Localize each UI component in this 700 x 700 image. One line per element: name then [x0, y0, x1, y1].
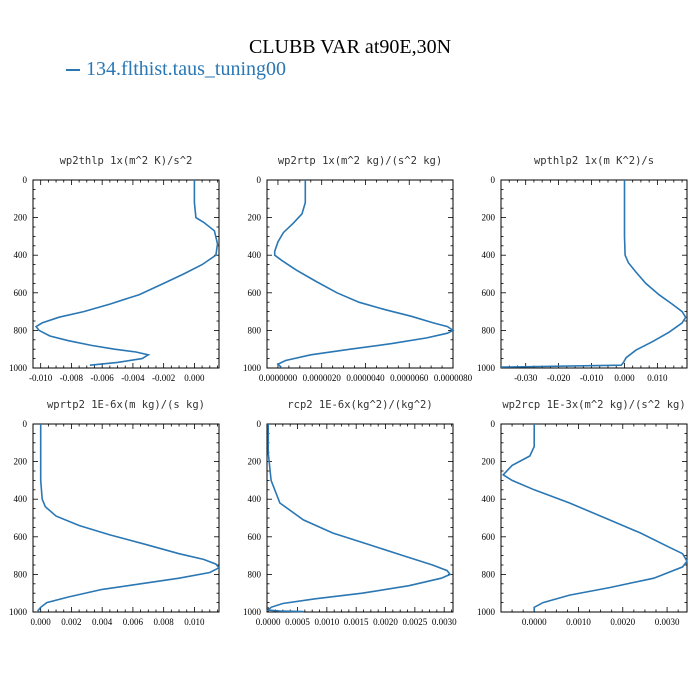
panel-title: wp2thlp 1x(m^2 K)/s^2	[60, 155, 193, 167]
x-tick-label: -0.030	[514, 373, 538, 383]
y-tick-label: 600	[248, 288, 262, 298]
plot-frame	[500, 179, 688, 369]
y-tick-label: 0	[23, 175, 28, 185]
x-tick-label: -0.010	[29, 373, 53, 383]
plot-frame	[266, 423, 454, 613]
series-line	[36, 424, 221, 612]
x-tick-label: 0.0000040	[346, 373, 385, 383]
y-tick-label: 800	[14, 569, 28, 579]
x-tick-label: 0.010	[184, 617, 205, 627]
plot-frame	[32, 179, 220, 369]
x-tick-label: 0.004	[92, 617, 113, 627]
y-tick-label: 400	[14, 494, 28, 504]
x-tick-label: -0.004	[121, 373, 145, 383]
chart-panel-3: wpthlp2 1x(m K^2)/s 0 200 400 600 800 1000 -0.0…	[477, 155, 688, 383]
y-tick-label: 600	[14, 532, 28, 542]
x-tick-label: 0.0000	[522, 617, 547, 627]
y-tick-label: 400	[248, 250, 262, 260]
y-tick-label: 800	[14, 325, 28, 335]
y-tick-label: 200	[14, 457, 28, 467]
y-tick-label: 800	[482, 569, 496, 579]
series-line	[501, 424, 688, 612]
x-tick-label: -0.020	[547, 373, 571, 383]
y-tick-label: 200	[482, 457, 496, 467]
y-tick-label: 0	[23, 419, 28, 429]
series-line	[500, 180, 687, 368]
chart-panel-6: wp2rcp 1E-3x(m^2 kg)/(s^2 kg) 0 200 400 600 8…	[477, 399, 688, 627]
y-tick-label: 400	[248, 494, 262, 504]
x-tick-label: 0.0030	[432, 617, 457, 627]
x-tick-label: 0.0020	[610, 617, 635, 627]
series-line	[266, 424, 452, 613]
series-line	[34, 180, 219, 366]
legend-line-swatch	[66, 68, 80, 71]
y-tick-label: 400	[482, 250, 496, 260]
x-tick-label: 0.0000080	[434, 373, 473, 383]
x-tick-label: 0.006	[123, 617, 144, 627]
x-tick-label: 0.0000060	[390, 373, 429, 383]
series-line	[273, 180, 455, 368]
x-tick-label: 0.0030	[655, 617, 680, 627]
x-tick-label: -0.002	[152, 373, 175, 383]
y-tick-label: 800	[248, 325, 262, 335]
x-tick-label: 0.0000	[256, 617, 281, 627]
y-tick-label: 0	[491, 419, 496, 429]
y-tick-label: 600	[482, 532, 496, 542]
y-tick-label: 600	[14, 288, 28, 298]
y-tick-label: 600	[248, 532, 262, 542]
x-tick-label: 0.010	[647, 373, 668, 383]
legend-label: 134.flthist.taus_tuning00	[86, 58, 286, 80]
chart-panel-4: wprtp2 1E-6x(m kg)/(s kg) 0 200 400 600 800 10…	[9, 399, 221, 627]
y-tick-label: 0	[257, 419, 262, 429]
figure-title: CLUBB VAR at90E,30N	[248, 36, 452, 58]
chart-panel-5: rcp2 1E-6x(kg^2)/(kg^2) 0 200 400 600 800 1000…	[243, 399, 457, 627]
x-tick-label: 0.000	[184, 373, 205, 383]
chart-panel-2: wp2rtp 1x(m^2 kg)/(s^2 kg) 0 200 400 600 800 1…	[243, 155, 473, 383]
y-tick-label: 200	[482, 213, 496, 223]
chart-panel-1: wp2thlp 1x(m^2 K)/s^202004006008001000-0…	[9, 155, 220, 383]
y-tick-label: 1000	[477, 363, 496, 373]
y-tick-label: 0	[257, 175, 262, 185]
x-tick-label: 0.0010	[314, 617, 339, 627]
x-tick-label: 0.0000020	[303, 373, 342, 383]
panel-title: wpthlp2 1x(m K^2)/s	[534, 155, 654, 167]
x-tick-label: 0.0005	[285, 617, 310, 627]
y-tick-label: 1000	[243, 607, 262, 617]
y-tick-label: 0	[491, 175, 496, 185]
x-tick-label: -0.006	[91, 373, 115, 383]
y-tick-label: 200	[248, 213, 262, 223]
x-tick-label: 0.0020	[373, 617, 398, 627]
panel-title: wprtp2 1E-6x(m kg)/(s kg)	[47, 399, 205, 411]
x-tick-label: 0.0025	[402, 617, 427, 627]
panel-title: rcp2 1E-6x(kg^2)/(kg^2)	[287, 399, 432, 411]
y-tick-label: 1000	[243, 363, 262, 373]
x-tick-label: -0.008	[60, 373, 84, 383]
y-tick-label: 200	[248, 457, 262, 467]
y-tick-label: 400	[482, 494, 496, 504]
plot-frame	[500, 423, 688, 613]
y-tick-label: 1000	[477, 607, 496, 617]
plot-frame	[266, 179, 454, 369]
y-tick-label: 800	[248, 569, 262, 579]
x-tick-label: 0.000	[614, 373, 635, 383]
panel-title: wp2rcp 1E-3x(m^2 kg)/(s^2 kg)	[502, 399, 685, 411]
y-tick-label: 1000	[9, 607, 28, 617]
x-tick-label: 0.0015	[344, 617, 369, 627]
y-tick-label: 1000	[9, 363, 28, 373]
y-tick-label: 400	[14, 250, 28, 260]
x-tick-label: -0.010	[580, 373, 604, 383]
y-tick-label: 800	[482, 325, 496, 335]
x-tick-label: 0.0010	[566, 617, 591, 627]
x-tick-label: 0.000	[31, 617, 52, 627]
x-tick-label: 0.008	[154, 617, 175, 627]
y-tick-label: 600	[482, 288, 496, 298]
panel-title: wp2rtp 1x(m^2 kg)/(s^2 kg)	[278, 155, 442, 167]
y-tick-label: 200	[14, 213, 28, 223]
legend: 134.flthist.taus_tuning00	[66, 58, 286, 81]
x-tick-label: 0.002	[61, 617, 81, 627]
x-tick-label: 0.0000000	[259, 373, 298, 383]
